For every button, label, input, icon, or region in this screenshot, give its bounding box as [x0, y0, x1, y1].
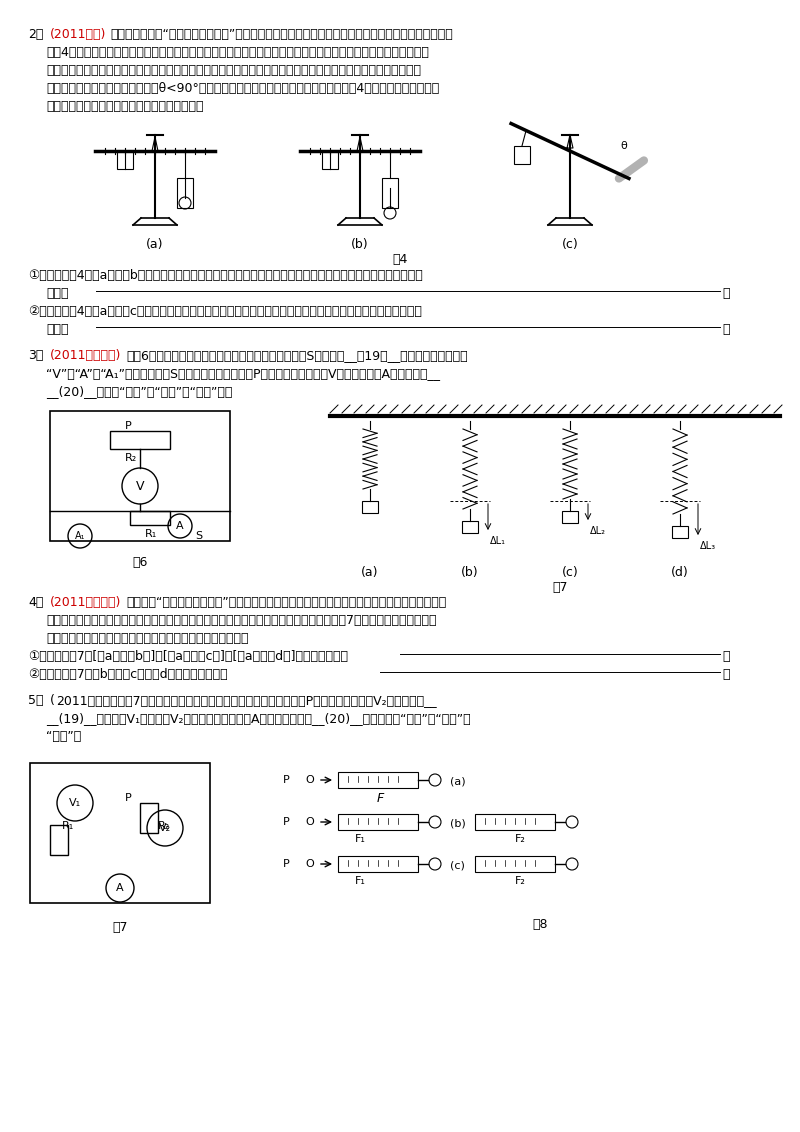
- Text: ΔL₃: ΔL₃: [700, 541, 716, 551]
- Text: (a): (a): [450, 777, 466, 786]
- Bar: [117, 151, 133, 169]
- Bar: [30, 763, 210, 903]
- Bar: [110, 431, 170, 449]
- Text: V: V: [136, 480, 144, 492]
- Text: 某同学在“研究力的作用效果”等相关内容时，将三柹外形完全相同、但材质不同的弹簧挂在天花: 某同学在“研究力的作用效果”等相关内容时，将三柹外形完全相同、但材质不同的弹簧挂…: [126, 597, 446, 609]
- Text: (d): (d): [671, 566, 689, 578]
- Text: ①观察比较图7中[（a）与（b）]或[（a）与（c）]或[（a）与（d）]可得初步结论：: ①观察比较图7中[（a）与（b）]或[（a）与（c）]或[（a）与（d）]可得初…: [28, 650, 348, 663]
- Bar: [140, 803, 158, 833]
- Text: A: A: [116, 883, 124, 893]
- Text: (c): (c): [562, 238, 578, 251]
- Bar: [382, 178, 398, 208]
- Text: 板上，用三只相同的钉码分别挂在这三柹弹簧的下端，且处于静止状态，观察到的现象如图7所示。请仔细观察图中的: 板上，用三只相同的钉码分别挂在这三柹弹簧的下端，且处于静止状态，观察到的现象如图…: [46, 614, 437, 627]
- Text: O: O: [305, 859, 314, 869]
- Text: S: S: [195, 531, 202, 541]
- Text: ΔL₁: ΔL₁: [490, 535, 506, 546]
- Text: 。: 。: [722, 668, 730, 681]
- Text: 2011年松江）如图7所示电路，电源电压保持不变，当滑动变阻器滑片P向右移动过程中，V₂表的示数将__: 2011年松江）如图7所示电路，电源电压保持不变，当滑动变阻器滑片P向右移动过程…: [56, 694, 437, 708]
- Text: 2．: 2．: [28, 28, 43, 41]
- Text: (b): (b): [450, 818, 466, 827]
- Text: P: P: [283, 817, 290, 827]
- Text: “V”、“A”或“A₁”）。闭合电键S后，当滑动变阻器滑片P向右移动时，电压表V示数跟电流表A示数的比値__: “V”、“A”或“A₁”）。闭合电键S后，当滑动变阻器滑片P向右移动时，电压表V…: [46, 367, 440, 380]
- Text: (b): (b): [351, 238, 369, 251]
- Text: ΔL₂: ΔL₂: [590, 526, 606, 535]
- Text: θ: θ: [620, 142, 626, 151]
- Text: “不变”）: “不变”）: [46, 730, 82, 743]
- Text: 在学习了杠杆的“支点、动力和阻力”三个要素后，某小组同学进行探究杠杆平衡条件的实验，实验装置: 在学习了杠杆的“支点、动力和阻力”三个要素后，某小组同学进行探究杠杆平衡条件的实…: [110, 28, 453, 41]
- Text: P: P: [125, 421, 132, 431]
- Text: 在图6所示的电路中，电源电压保持不变。当合上电键S时，电表__（19）__的示数将不变（选填: 在图6所示的电路中，电源电压保持不变。当合上电键S时，电表__（19）__的示数…: [126, 349, 468, 362]
- Text: 图6: 图6: [132, 556, 148, 569]
- Bar: [322, 151, 338, 169]
- Text: (a): (a): [146, 238, 164, 251]
- Bar: [514, 146, 530, 163]
- Text: 。: 。: [722, 323, 730, 336]
- Bar: [50, 825, 68, 855]
- Text: (b): (b): [461, 566, 479, 578]
- Text: 图7: 图7: [552, 581, 568, 594]
- Text: (c): (c): [450, 860, 465, 871]
- Bar: [475, 856, 555, 872]
- Text: (a): (a): [362, 566, 378, 578]
- Text: F₂: F₂: [514, 834, 526, 844]
- Text: R₁: R₁: [145, 529, 158, 539]
- Text: F: F: [376, 792, 384, 805]
- Bar: [338, 772, 418, 788]
- Text: F₁: F₁: [354, 876, 366, 886]
- Text: O: O: [305, 817, 314, 827]
- Bar: [130, 511, 170, 525]
- Bar: [562, 511, 578, 523]
- Bar: [475, 814, 555, 830]
- Bar: [462, 521, 478, 533]
- Text: P: P: [283, 775, 290, 784]
- Text: 图7: 图7: [112, 921, 128, 934]
- Text: V₁: V₁: [69, 798, 81, 808]
- Text: 如图4所示。他们在杠杆的一侧挂上钉码，以钉码对杠杆的拉力为阻力，保持阻力大小、方向和作用点的位置不变，: 如图4所示。他们在杠杆的一侧挂上钉码，以钉码对杠杆的拉力为阻力，保持阻力大小、方…: [46, 46, 429, 59]
- Text: R₂: R₂: [158, 821, 170, 831]
- Text: A₁: A₁: [74, 531, 86, 541]
- Text: P: P: [283, 859, 290, 869]
- Bar: [338, 856, 418, 872]
- Text: ；: ；: [722, 288, 730, 300]
- Text: ①分析比较图4中（a）和（b）的实验过程及相关条件可知：在阻力大小、方向和作用点位置不变的情况下，杠杆平: ①分析比较图4中（a）和（b）的实验过程及相关条件可知：在阻力大小、方向和作用点…: [28, 269, 422, 282]
- Text: 图4: 图4: [392, 252, 408, 266]
- Text: R₂: R₂: [125, 453, 138, 463]
- Text: (2011嘉定宝山): (2011嘉定宝山): [50, 597, 122, 609]
- Text: 杠杆的夹角（即动力的方向，已知θ<90°）。当杠杆在水平位置平衡时，动力的大小如图4中测力计所示。请仔细: 杠杆的夹角（即动力的方向，已知θ<90°）。当杠杆在水平位置平衡时，动力的大小如…: [46, 82, 439, 95]
- Text: __(19)__，电压表V₁与电压表V₂示数的差値跟电流表A的示数的比値将__(20)__。（均选填“变大”、“变小”或: __(19)__，电压表V₁与电压表V₂示数的差値跟电流表A的示数的比値将__(…: [46, 712, 470, 724]
- Text: 5．: 5．: [28, 694, 43, 708]
- Text: O: O: [305, 775, 314, 784]
- Text: 弹簧的受力情况和对应的长度变化情况，归纳得出初步结论。: 弹簧的受力情况和对应的长度变化情况，归纳得出初步结论。: [46, 632, 249, 645]
- Text: __(20)__（选填“变大”、“不变”或“变小”）。: __(20)__（选填“变大”、“不变”或“变小”）。: [46, 385, 232, 398]
- Bar: [338, 814, 418, 830]
- Text: V₂: V₂: [159, 823, 171, 833]
- Text: (2011徐汇): (2011徐汇): [50, 28, 106, 41]
- Text: 4．: 4．: [28, 597, 43, 609]
- Text: P: P: [125, 794, 132, 803]
- Text: 。: 。: [722, 650, 730, 663]
- Text: ②分析比较图4中（a）和（c）的实验过程及相关条件可知：在阻力大小、方向和作用点位置不变的情况下，杠杆平: ②分析比较图4中（a）和（c）的实验过程及相关条件可知：在阻力大小、方向和作用点…: [28, 305, 422, 318]
- Text: 观察实验操作和测量结果，归纳得出初步结论。: 观察实验操作和测量结果，归纳得出初步结论。: [46, 100, 203, 113]
- Bar: [672, 526, 688, 538]
- Text: (c): (c): [562, 566, 578, 578]
- Text: F₁: F₁: [354, 834, 366, 844]
- Text: F₂: F₂: [514, 876, 526, 886]
- Text: R₁: R₁: [62, 821, 74, 831]
- Bar: [50, 411, 230, 541]
- Bar: [362, 501, 378, 513]
- Text: (2011嘉定宝山): (2011嘉定宝山): [50, 349, 122, 362]
- Text: 衡时，: 衡时，: [46, 323, 69, 336]
- Text: A: A: [176, 521, 184, 531]
- Bar: [177, 178, 193, 208]
- Text: 3．: 3．: [28, 349, 43, 362]
- Text: ②观察比较图7中（b）和（c）和（d）可得初步结论：: ②观察比较图7中（b）和（c）和（d）可得初步结论：: [28, 668, 228, 681]
- Text: 图8: 图8: [532, 918, 548, 931]
- Text: 在杠杆的另一侧用力（视为动力）将杠杆拉到水平位置平衡。他们或改变动力作用点到支点的距离、或改变动力与: 在杠杆的另一侧用力（视为动力）将杠杆拉到水平位置平衡。他们或改变动力作用点到支点…: [46, 65, 421, 77]
- Text: 衡时，: 衡时，: [46, 288, 69, 300]
- Text: (: (: [50, 694, 55, 708]
